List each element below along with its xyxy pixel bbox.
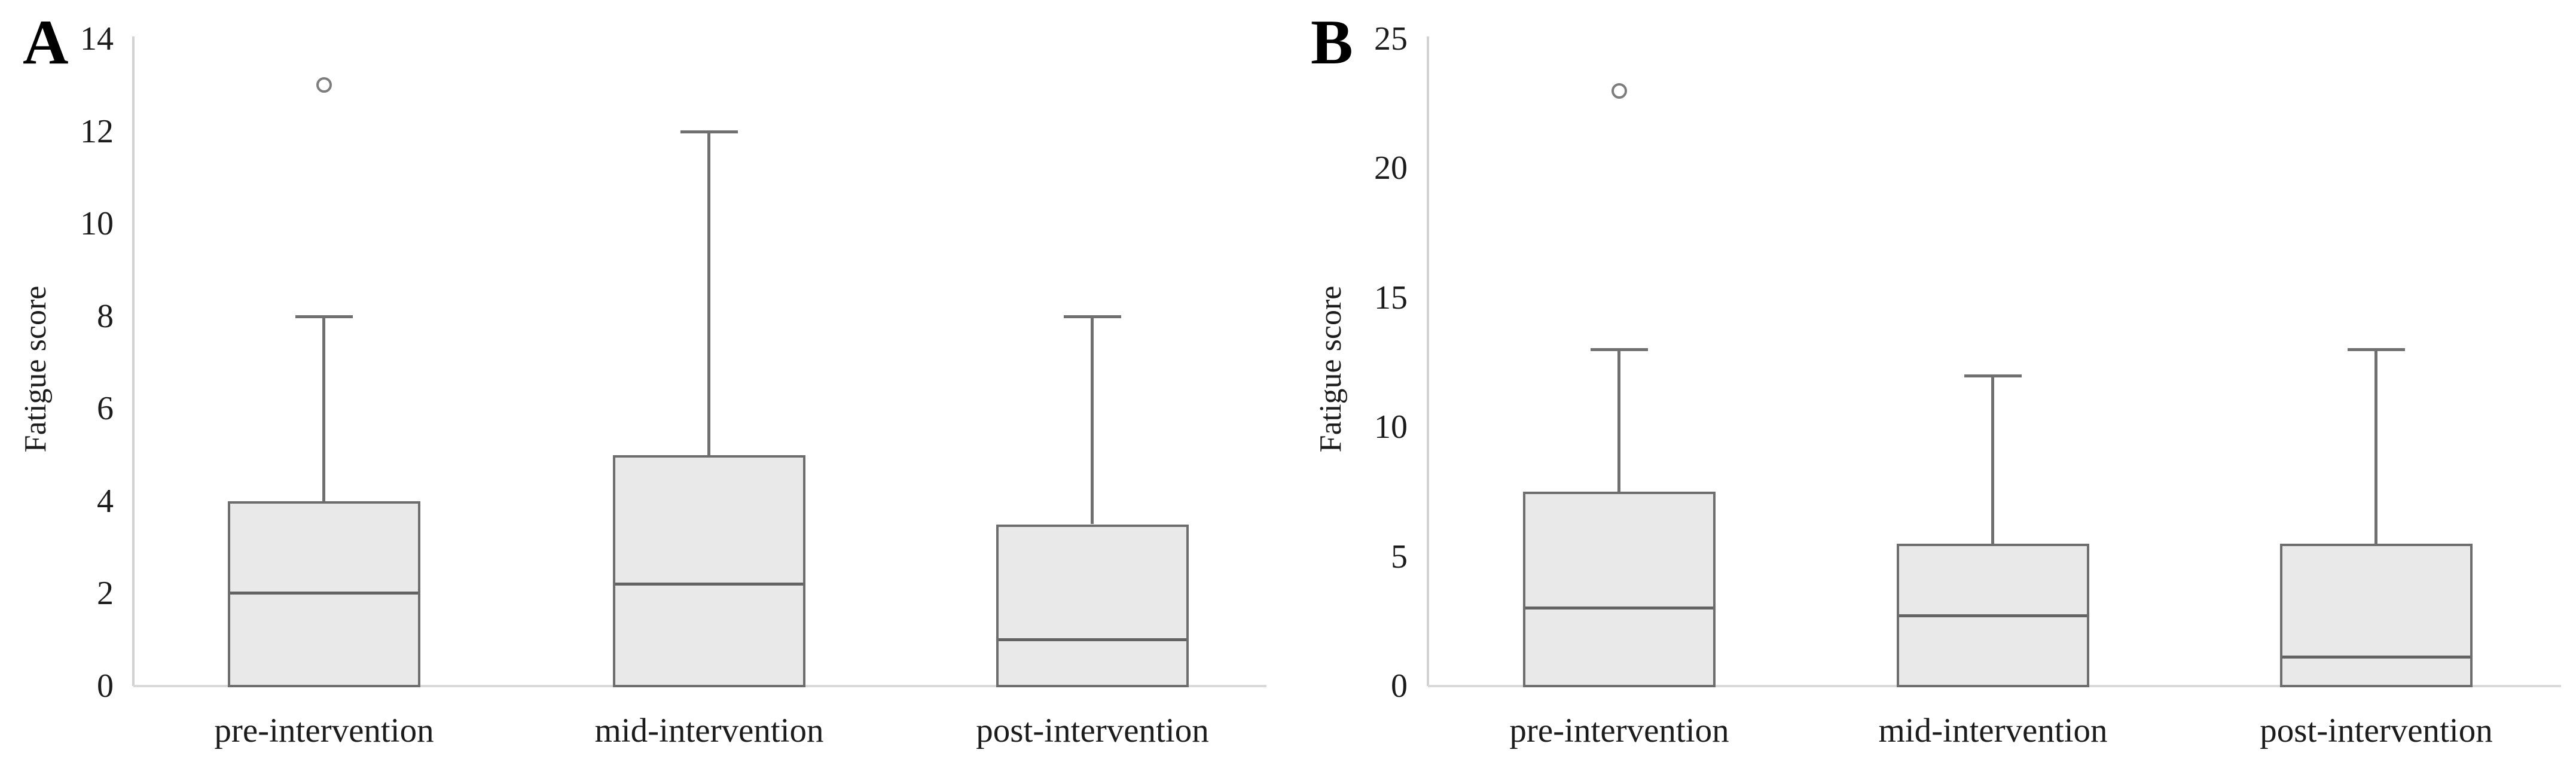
y-tick-label: 5 bbox=[1391, 538, 1408, 575]
median-line bbox=[615, 582, 803, 586]
y-tick-label: 20 bbox=[1374, 150, 1408, 187]
y-tick-label: 6 bbox=[97, 390, 114, 428]
median-line bbox=[1525, 607, 1713, 610]
y-axis-title: Fatigue score bbox=[1314, 285, 1348, 453]
y-tick-label: 2 bbox=[97, 575, 114, 612]
whisker-cap bbox=[295, 315, 353, 318]
x-category-label: post-intervention bbox=[2260, 712, 2493, 749]
whisker-stem bbox=[1617, 349, 1620, 492]
y-tick-label: 8 bbox=[97, 297, 114, 335]
median-line bbox=[1899, 614, 2087, 618]
x-axis-line bbox=[133, 685, 1266, 687]
x-category-label: post-intervention bbox=[976, 712, 1209, 749]
y-tick-label: 25 bbox=[1374, 20, 1408, 57]
whisker-cap bbox=[1591, 348, 1648, 352]
y-tick-label: 14 bbox=[80, 20, 114, 57]
x-axis-line bbox=[1428, 685, 2561, 687]
box bbox=[228, 501, 420, 687]
whisker-cap bbox=[2348, 348, 2405, 352]
y-tick-label: 0 bbox=[1391, 668, 1408, 705]
whisker-stem bbox=[1091, 316, 1094, 525]
median-line bbox=[230, 592, 418, 595]
y-axis-title: Fatigue score bbox=[19, 285, 53, 453]
y-tick-label: 10 bbox=[1374, 409, 1408, 446]
panel-label-B: B bbox=[1311, 7, 1353, 77]
whisker-cap bbox=[1064, 315, 1121, 318]
whisker-stem bbox=[1991, 375, 1994, 544]
box bbox=[613, 455, 805, 687]
whisker-cap bbox=[1964, 374, 2022, 377]
y-tick-label: 15 bbox=[1374, 279, 1408, 316]
y-tick-label: 0 bbox=[97, 668, 114, 705]
y-tick-label: 10 bbox=[80, 205, 114, 243]
x-category-label: mid-intervention bbox=[594, 712, 824, 749]
outlier-point bbox=[1611, 83, 1627, 99]
whisker-stem bbox=[2374, 349, 2377, 544]
box bbox=[1523, 492, 1716, 687]
y-axis-line bbox=[132, 36, 135, 686]
median-line bbox=[999, 638, 1186, 641]
x-category-label: pre-intervention bbox=[214, 712, 434, 749]
y-tick-label: 12 bbox=[80, 112, 114, 150]
box bbox=[996, 524, 1189, 687]
box bbox=[1897, 543, 2089, 687]
whisker-cap bbox=[680, 130, 738, 133]
x-category-label: mid-intervention bbox=[1878, 712, 2108, 749]
y-axis-line bbox=[1427, 36, 1429, 686]
y-tick-label: 4 bbox=[97, 482, 114, 520]
panel-label-A: A bbox=[23, 7, 69, 77]
outlier-point bbox=[316, 77, 332, 93]
box bbox=[2280, 543, 2473, 687]
whisker-stem bbox=[322, 316, 325, 501]
whisker-stem bbox=[707, 131, 710, 455]
x-category-label: pre-intervention bbox=[1509, 712, 1729, 749]
median-line bbox=[2282, 656, 2470, 659]
